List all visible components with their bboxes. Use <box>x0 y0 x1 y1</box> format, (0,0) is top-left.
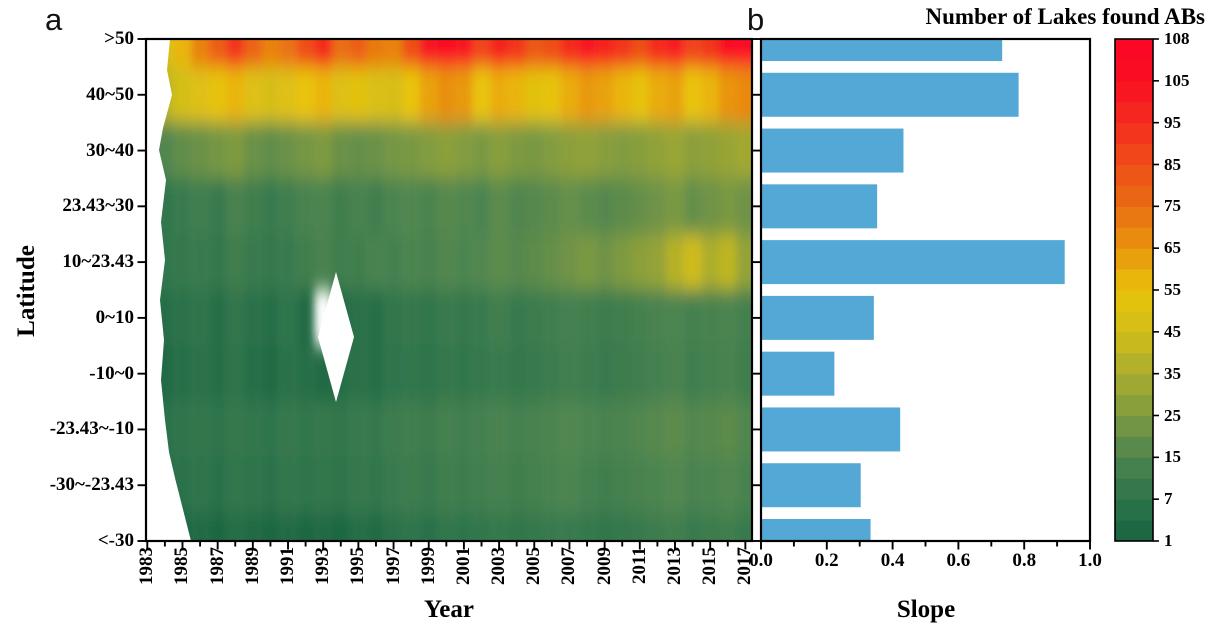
slope-tick-label: 0.8 <box>1012 550 1037 571</box>
x-tick-label: 1995 <box>347 547 369 585</box>
colorbar <box>1114 38 1159 542</box>
colorbar-title: Number of Lakes found ABs <box>925 4 1205 29</box>
x-tick-label: 1993 <box>312 547 334 585</box>
x-tick-label: 2015 <box>699 547 721 585</box>
colorbar-tick-label: 35 <box>1164 363 1181 383</box>
slope-tick-label: 0.2 <box>814 550 839 571</box>
y-tick-label: 40~50 <box>86 83 134 105</box>
x-tick-label: 2013 <box>664 547 685 585</box>
slope-tick-label: 0.0 <box>749 550 773 571</box>
x-tick-label: 1991 <box>277 547 299 585</box>
missing-data-diamond <box>318 272 354 402</box>
colorbar-tick-label: 65 <box>1164 238 1181 258</box>
colorbar-tick-label: 15 <box>1164 447 1181 467</box>
colorbar-tick-label: 55 <box>1164 280 1181 299</box>
x-axis-title-slope: Slope <box>896 596 956 623</box>
x-tick-label: 2001 <box>452 547 474 585</box>
x-tick-label: 2005 <box>523 547 545 585</box>
no-data-left-margin <box>146 39 191 541</box>
slope-bar <box>762 72 1019 117</box>
slope-bar <box>762 240 1065 285</box>
slope-bars <box>762 40 1065 540</box>
panel-b-letter: b <box>747 2 765 37</box>
slope-bar <box>762 40 1003 61</box>
slope-tick-label: 0.6 <box>946 550 971 571</box>
slope-bar <box>762 519 871 540</box>
slope-bar <box>762 184 878 229</box>
y-tick-label: <-30 <box>97 530 134 551</box>
slope-tick-label: 1.0 <box>1078 550 1102 571</box>
y-tick-label: >50 <box>104 28 134 49</box>
y-tick-label: -23.43~-10 <box>49 418 134 440</box>
x-tick-label: 2007 <box>558 547 580 585</box>
slope-bar <box>762 295 874 340</box>
x-tick-label: 1989 <box>241 547 263 585</box>
y-tick-label: 0~10 <box>95 306 134 328</box>
colorbar-tick-label: 7 <box>1164 489 1173 509</box>
contour-grid <box>146 39 752 541</box>
x-tick-label: 2009 <box>593 547 615 585</box>
x-axis-title-year: Year <box>424 596 474 623</box>
slope-bar <box>762 351 835 396</box>
x-tick-label: 1985 <box>171 547 193 585</box>
x-tick-label: 2003 <box>488 547 510 585</box>
slope-tick-label: 0.4 <box>880 550 905 571</box>
colorbar-tick-label: 105 <box>1164 70 1190 90</box>
y-tick-label: -30~-23.43 <box>49 474 134 496</box>
y-tick-label: -10~0 <box>89 362 134 384</box>
colorbar-tick-label: 75 <box>1164 196 1181 216</box>
slope-bar <box>762 463 861 508</box>
panel-a-frame <box>144 37 754 543</box>
y-tick-label: 23.43~30 <box>62 195 134 217</box>
contour-plot <box>146 39 752 541</box>
colorbar-tick-label: 95 <box>1164 112 1181 132</box>
y-axis-title: Latitude <box>13 245 40 337</box>
x-tick-label: 1997 <box>382 547 404 585</box>
x-tick-label: 1987 <box>206 547 228 585</box>
slope-bar <box>762 128 904 173</box>
colorbar-tick-label: 1 <box>1164 531 1173 550</box>
x-tick-label: 1983 <box>136 547 158 585</box>
x-tick-label: 2011 <box>628 547 650 584</box>
colorbar-tick-label: 108 <box>1164 29 1190 48</box>
colorbar-tick-label: 85 <box>1164 154 1181 174</box>
y-tick-label: 10~23.43 <box>62 251 134 273</box>
panel-a-letter: a <box>45 2 63 37</box>
colorbar-tick-label: 25 <box>1164 405 1181 425</box>
y-tick-label: 30~40 <box>86 139 134 161</box>
slope-bar <box>762 407 901 452</box>
colorbar-tick-label: 45 <box>1164 321 1181 341</box>
axis-ticks <box>137 38 1091 550</box>
x-tick-label: 1999 <box>417 547 439 585</box>
